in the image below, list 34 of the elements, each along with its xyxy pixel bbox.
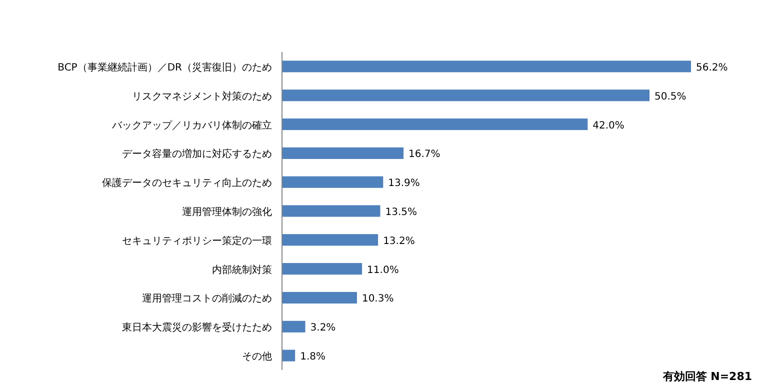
y-tick-label: その他 [242, 350, 272, 363]
data-label: 11.0% [367, 264, 399, 276]
data-label: 13.5% [385, 207, 418, 218]
bar [282, 263, 362, 275]
data-label: 13.9% [388, 178, 420, 190]
annotation: 有効回答 N=281 [662, 370, 752, 383]
data-label: 56.2% [696, 62, 728, 74]
data-label: 50.5% [654, 91, 686, 102]
y-tick-label: 保護データのセキュリティ向上のため [102, 177, 272, 190]
bar [282, 176, 384, 188]
y-tick-label: 運用管理体制の強化 [182, 206, 272, 218]
bar [282, 292, 357, 304]
y-tick-label: バックアップ／リカバリ体制の確立 [111, 119, 272, 132]
data-label: 3.2% [310, 322, 336, 334]
bar [282, 60, 691, 72]
y-tick-label: BCP（事業継続計画）／DR（災害復旧）のため [58, 61, 272, 74]
bar [282, 320, 306, 332]
y-tick-label: 東日本大震災の影響を受けたため [122, 322, 272, 334]
data-label: 10.3% [362, 294, 394, 305]
data-label: 13.2% [383, 236, 415, 247]
bar [282, 350, 296, 362]
data-label: 42.0% [592, 120, 624, 132]
data-label: 1.8% [300, 352, 326, 363]
bar [282, 234, 378, 246]
bar [282, 118, 588, 130]
data-label: 16.7% [408, 149, 440, 160]
bar [282, 90, 650, 102]
y-tick-label: 内部統制対策 [212, 264, 272, 276]
y-tick-label: セキュリティポリシー策定の一環 [122, 234, 272, 247]
y-tick-label: データ容量の増加に対応するため [122, 148, 272, 160]
y-tick-label: 運用管理コストの削減のため [142, 292, 272, 305]
bar [282, 205, 380, 217]
bar [282, 147, 404, 159]
y-tick-label: リスクマネジメント対策のため [132, 90, 272, 102]
